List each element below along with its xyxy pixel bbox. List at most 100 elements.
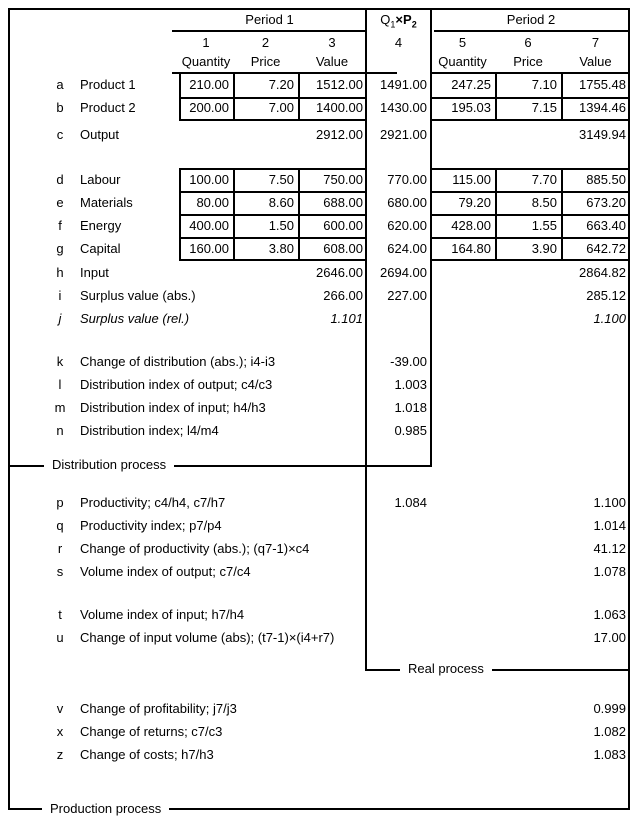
col-number-2: 2 xyxy=(261,35,270,50)
row-letter: i xyxy=(58,288,62,303)
cell-d-c5: 115.00 xyxy=(452,172,491,187)
row-letter: d xyxy=(56,172,64,187)
table-row-r: r Change of productivity (abs.); (q7-1)×c… xyxy=(0,538,639,560)
table-row-a: a Product 1 210.00 7.20 1512.00 1491.00 247.25… xyxy=(0,74,639,96)
outer-frame xyxy=(8,8,630,810)
row-label: Energy xyxy=(80,218,122,233)
cell-b-c2: 7.00 xyxy=(268,100,294,115)
cell-d-c4: 770.00 xyxy=(387,172,427,187)
cell-a-c2: 7.20 xyxy=(268,77,294,92)
row-letter: n xyxy=(56,423,64,438)
cell-d-c7: 885.50 xyxy=(586,172,626,187)
table-row-l: l Distribution index of output; c4/c3 1.00… xyxy=(0,374,639,396)
cell-t-c7: 1.063 xyxy=(593,607,626,622)
col-number-4: 4 xyxy=(394,35,403,50)
cell-i-c4: 227.00 xyxy=(387,288,427,303)
cell-f-c7: 663.40 xyxy=(586,218,626,233)
q1p2-header: Q1×P2 xyxy=(367,10,430,30)
col-label-price-p2: Price xyxy=(513,54,543,69)
table-row-k: k Change of distribution (abs.); i4-i3 -39… xyxy=(0,351,639,373)
row-letter: l xyxy=(58,377,62,392)
row-label: Input xyxy=(80,265,109,280)
cell-z-c7: 1.083 xyxy=(593,747,626,762)
cell-r-c7: 41.12 xyxy=(593,541,626,556)
cell-divider xyxy=(181,237,365,239)
cell-divider xyxy=(432,97,628,99)
row-letter: f xyxy=(58,218,62,233)
row-letter: b xyxy=(56,100,64,115)
cell-x-c7: 1.082 xyxy=(593,724,626,739)
cell-p-c4: 1.084 xyxy=(394,495,427,510)
cell-c-c7: 3149.94 xyxy=(579,127,626,142)
table-row-s: s Volume index of output; c7/c4 1.078 xyxy=(0,561,639,583)
cell-e-c5: 79.20 xyxy=(458,195,491,210)
q1p2-xp: ×P xyxy=(395,12,412,27)
col-label-value-p1: Value xyxy=(315,54,349,69)
cell-divider xyxy=(298,74,300,119)
row-label: Change of returns; c7/c3 xyxy=(80,724,223,739)
cell-f-c1: 400.00 xyxy=(189,218,229,233)
cell-e-c1: 80.00 xyxy=(196,195,229,210)
row-label: Productivity; c4/h4, c7/h7 xyxy=(80,495,226,510)
row-letter: q xyxy=(56,518,64,533)
row-letter: x xyxy=(56,724,64,739)
row-letter: g xyxy=(56,241,64,256)
distribution-process-line xyxy=(8,465,432,467)
cell-f-c2: 1.50 xyxy=(268,218,294,233)
row-label: Distribution index; l4/m4 xyxy=(80,423,219,438)
cell-q-c7: 1.014 xyxy=(593,518,626,533)
cell-n-c4: 0.985 xyxy=(394,423,427,438)
row-label: Volume index of output; c7/c4 xyxy=(80,564,251,579)
row-letter: u xyxy=(56,630,64,645)
row-label: Change of costs; h7/h3 xyxy=(80,747,214,762)
cell-g-c4: 624.00 xyxy=(387,241,427,256)
row-label: Product 1 xyxy=(80,77,136,92)
cell-g-c5: 164.80 xyxy=(451,241,491,256)
table-row-c: c Output 2912.00 2921.00 3149.94 xyxy=(0,124,639,146)
period1-header: Period 1 xyxy=(245,12,294,27)
cell-p-c7: 1.100 xyxy=(593,495,626,510)
cell-d-c6: 7.70 xyxy=(531,172,557,187)
table-row-x: x Change of returns; c7/c3 1.082 xyxy=(0,721,639,743)
col4-left-line xyxy=(365,8,367,671)
cell-l-c4: 1.003 xyxy=(394,377,427,392)
row-label: Materials xyxy=(80,195,133,210)
table-row-f: f Energy 400.00 1.50 600.00 620.00 428.00 1.55 6… xyxy=(0,215,639,237)
cell-i-c7: 285.12 xyxy=(586,288,626,303)
cell-u-c7: 17.00 xyxy=(593,630,626,645)
cell-divider xyxy=(233,74,235,119)
cell-j-c7: 1.100 xyxy=(593,311,626,326)
cell-divider xyxy=(495,74,497,119)
row-letter: r xyxy=(57,541,63,556)
table-row-m: m Distribution index of input; h4/h3 1.018 xyxy=(0,397,639,419)
cell-f-c3: 600.00 xyxy=(323,218,363,233)
cell-g-c7: 642.72 xyxy=(586,241,626,256)
cell-b-c7: 1394.46 xyxy=(579,100,626,115)
cell-a-c3: 1512.00 xyxy=(316,77,363,92)
col-number-5: 5 xyxy=(458,35,467,50)
cell-divider xyxy=(432,214,628,216)
row-label: Distribution index of input; h4/h3 xyxy=(80,400,266,415)
row-letter: m xyxy=(54,400,66,415)
row-label: Labour xyxy=(80,172,121,187)
cell-h-c3: 2646.00 xyxy=(316,265,363,280)
q1p2-q: Q xyxy=(380,12,391,27)
cell-g-c6: 3.90 xyxy=(531,241,557,256)
col-label-value-p2: Value xyxy=(579,54,612,69)
cell-b-c6: 7.15 xyxy=(531,100,557,115)
row-letter: a xyxy=(56,77,64,92)
table-row-p: p Productivity; c4/h4, c7/h7 1.084 1.100 xyxy=(0,492,639,514)
row-label: Surplus value (abs.) xyxy=(80,288,196,303)
cell-d-c3: 750.00 xyxy=(323,172,363,187)
col-number-7: 7 xyxy=(591,35,600,50)
cell-divider xyxy=(432,237,628,239)
row-label: Change of profitability; j7/j3 xyxy=(80,701,237,716)
table-row-e: e Materials 80.00 8.60 688.00 680.00 79.20 8.50… xyxy=(0,192,639,214)
cell-e-c2: 8.60 xyxy=(268,195,294,210)
table-row-q: q Productivity index; p7/p4 1.014 xyxy=(0,515,639,537)
table-row-u: u Change of input volume (abs); (t7-1)×(i… xyxy=(0,627,639,649)
row-label: Change of productivity (abs.); (q7-1)×c4 xyxy=(80,541,310,556)
cell-a-c7: 1755.48 xyxy=(579,77,626,92)
cell-e-c7: 673.20 xyxy=(586,195,626,210)
